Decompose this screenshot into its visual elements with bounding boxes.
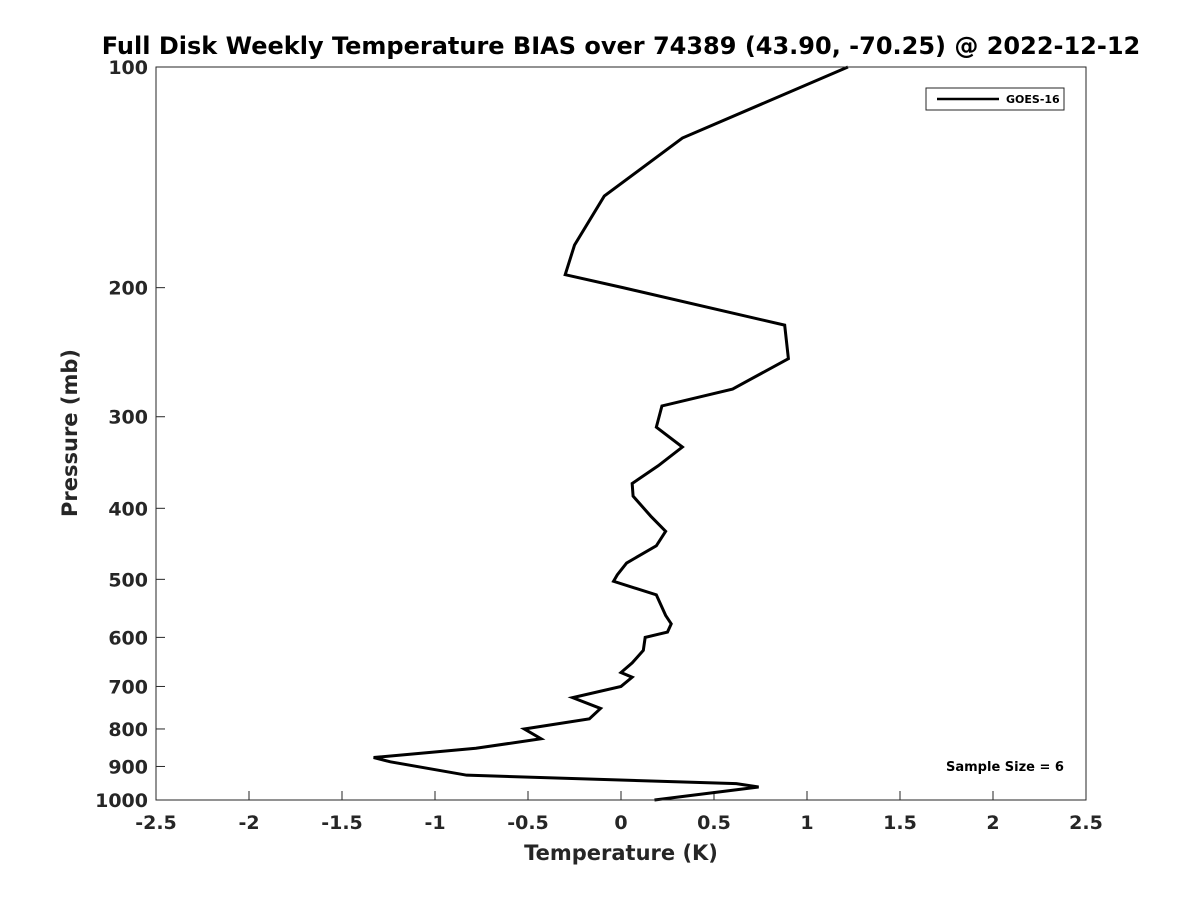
tick-layer: -2.5 -2 -1.5 -1 -0.5 0 0.5 1 1.5 2 2.5 100 200 300 400…: [95, 57, 1103, 834]
legend-entry-goes-16: GOES-16: [1006, 93, 1060, 106]
y-tick-label: 400: [108, 498, 148, 520]
x-tick-label: -1.5: [321, 812, 363, 834]
chart-title: Full Disk Weekly Temperature BIAS over 7…: [102, 32, 1141, 60]
x-tick-label: -1: [424, 812, 445, 834]
y-tick-label: 700: [108, 676, 148, 698]
y-tick-label: 100: [108, 57, 148, 79]
x-tick-label: 2.5: [1069, 812, 1103, 834]
y-tick-label: 300: [108, 407, 148, 429]
series-layer: [373, 65, 849, 802]
y-axis-label: Pressure (mb): [58, 349, 82, 517]
x-tick-label: 1.5: [883, 812, 917, 834]
y-tick-label: 500: [108, 569, 148, 591]
y-tick-label: 1000: [95, 790, 148, 812]
x-axis-label: Temperature (K): [524, 841, 718, 865]
y-tick-label: 200: [108, 278, 148, 300]
x-tick-label: 2: [986, 812, 999, 834]
plot-area-frame: [155, 66, 1087, 801]
y-tick-label: 800: [108, 719, 148, 741]
y-tick-label: 900: [108, 756, 148, 778]
y-tick-label: 600: [108, 627, 148, 649]
x-tick-label: -0.5: [507, 812, 549, 834]
x-tick-label: -2.5: [135, 812, 177, 834]
series-line-goes-16: [373, 65, 849, 802]
x-tick-label: 0.5: [697, 812, 731, 834]
x-tick-label: -2: [238, 812, 259, 834]
x-tick-label: 1: [800, 812, 813, 834]
x-tick-label: 0: [614, 812, 627, 834]
sample-size-annotation: Sample Size = 6: [946, 760, 1064, 775]
legend: GOES-16: [925, 87, 1065, 111]
